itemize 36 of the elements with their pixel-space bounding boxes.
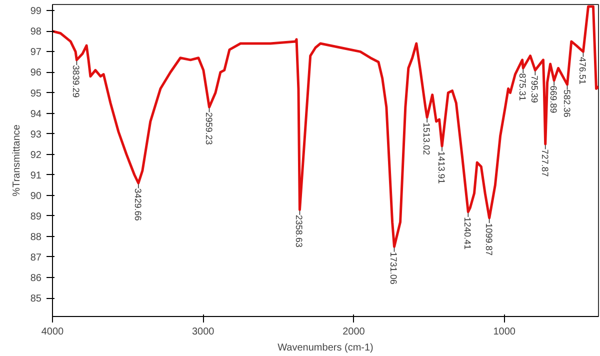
y-tick-label: 97 xyxy=(30,47,42,58)
y-tick-label: 90 xyxy=(30,190,42,202)
x-axis-title: Wavenumbers (cm-1) xyxy=(278,342,374,354)
annotation: 1099.87 xyxy=(484,223,494,256)
y-tick-label: 85 xyxy=(30,294,42,305)
annotation: 1413.91 xyxy=(436,151,447,184)
y-tick-label: 86 xyxy=(30,273,42,284)
x-tick-label: 3000 xyxy=(192,326,215,338)
x-tick-label: 1000 xyxy=(493,326,516,338)
y-tick-label: 98 xyxy=(30,26,42,38)
annotation: 2959.23 xyxy=(204,112,214,145)
y-tick-label: 93 xyxy=(30,129,42,140)
annotation: 2358.63 xyxy=(294,214,304,248)
x-tick-label: 2000 xyxy=(342,326,366,338)
y-tick-label: 94 xyxy=(30,108,42,120)
annotation: 875.31 xyxy=(518,73,528,101)
x-tick-label: 4000 xyxy=(41,326,64,338)
y-tick-label: 92 xyxy=(30,150,42,161)
annotation: 476.51 xyxy=(578,56,588,84)
y-tick-label: 96 xyxy=(30,68,42,79)
annotation: 3429.66 xyxy=(132,188,143,221)
y-tick-label: 99 xyxy=(30,6,42,18)
annotation: 1513.02 xyxy=(422,122,432,156)
annotation: 727.87 xyxy=(540,149,550,177)
annotation: 1731.06 xyxy=(388,252,399,284)
y-axis-title: %Transmittance xyxy=(11,124,22,196)
annotation: 669.89 xyxy=(548,86,559,114)
annotation: 795.39 xyxy=(530,75,540,103)
annotation: 3839.29 xyxy=(71,65,82,98)
y-tick-label: 91 xyxy=(30,170,42,182)
y-tick-label: 88 xyxy=(30,232,42,243)
y-tick-label: 87 xyxy=(30,252,42,264)
annotation: 582.36 xyxy=(562,90,572,118)
y-tick-label: 95 xyxy=(30,88,42,100)
annotation: 1240.41 xyxy=(462,216,473,250)
y-tick-label: 89 xyxy=(30,211,42,222)
